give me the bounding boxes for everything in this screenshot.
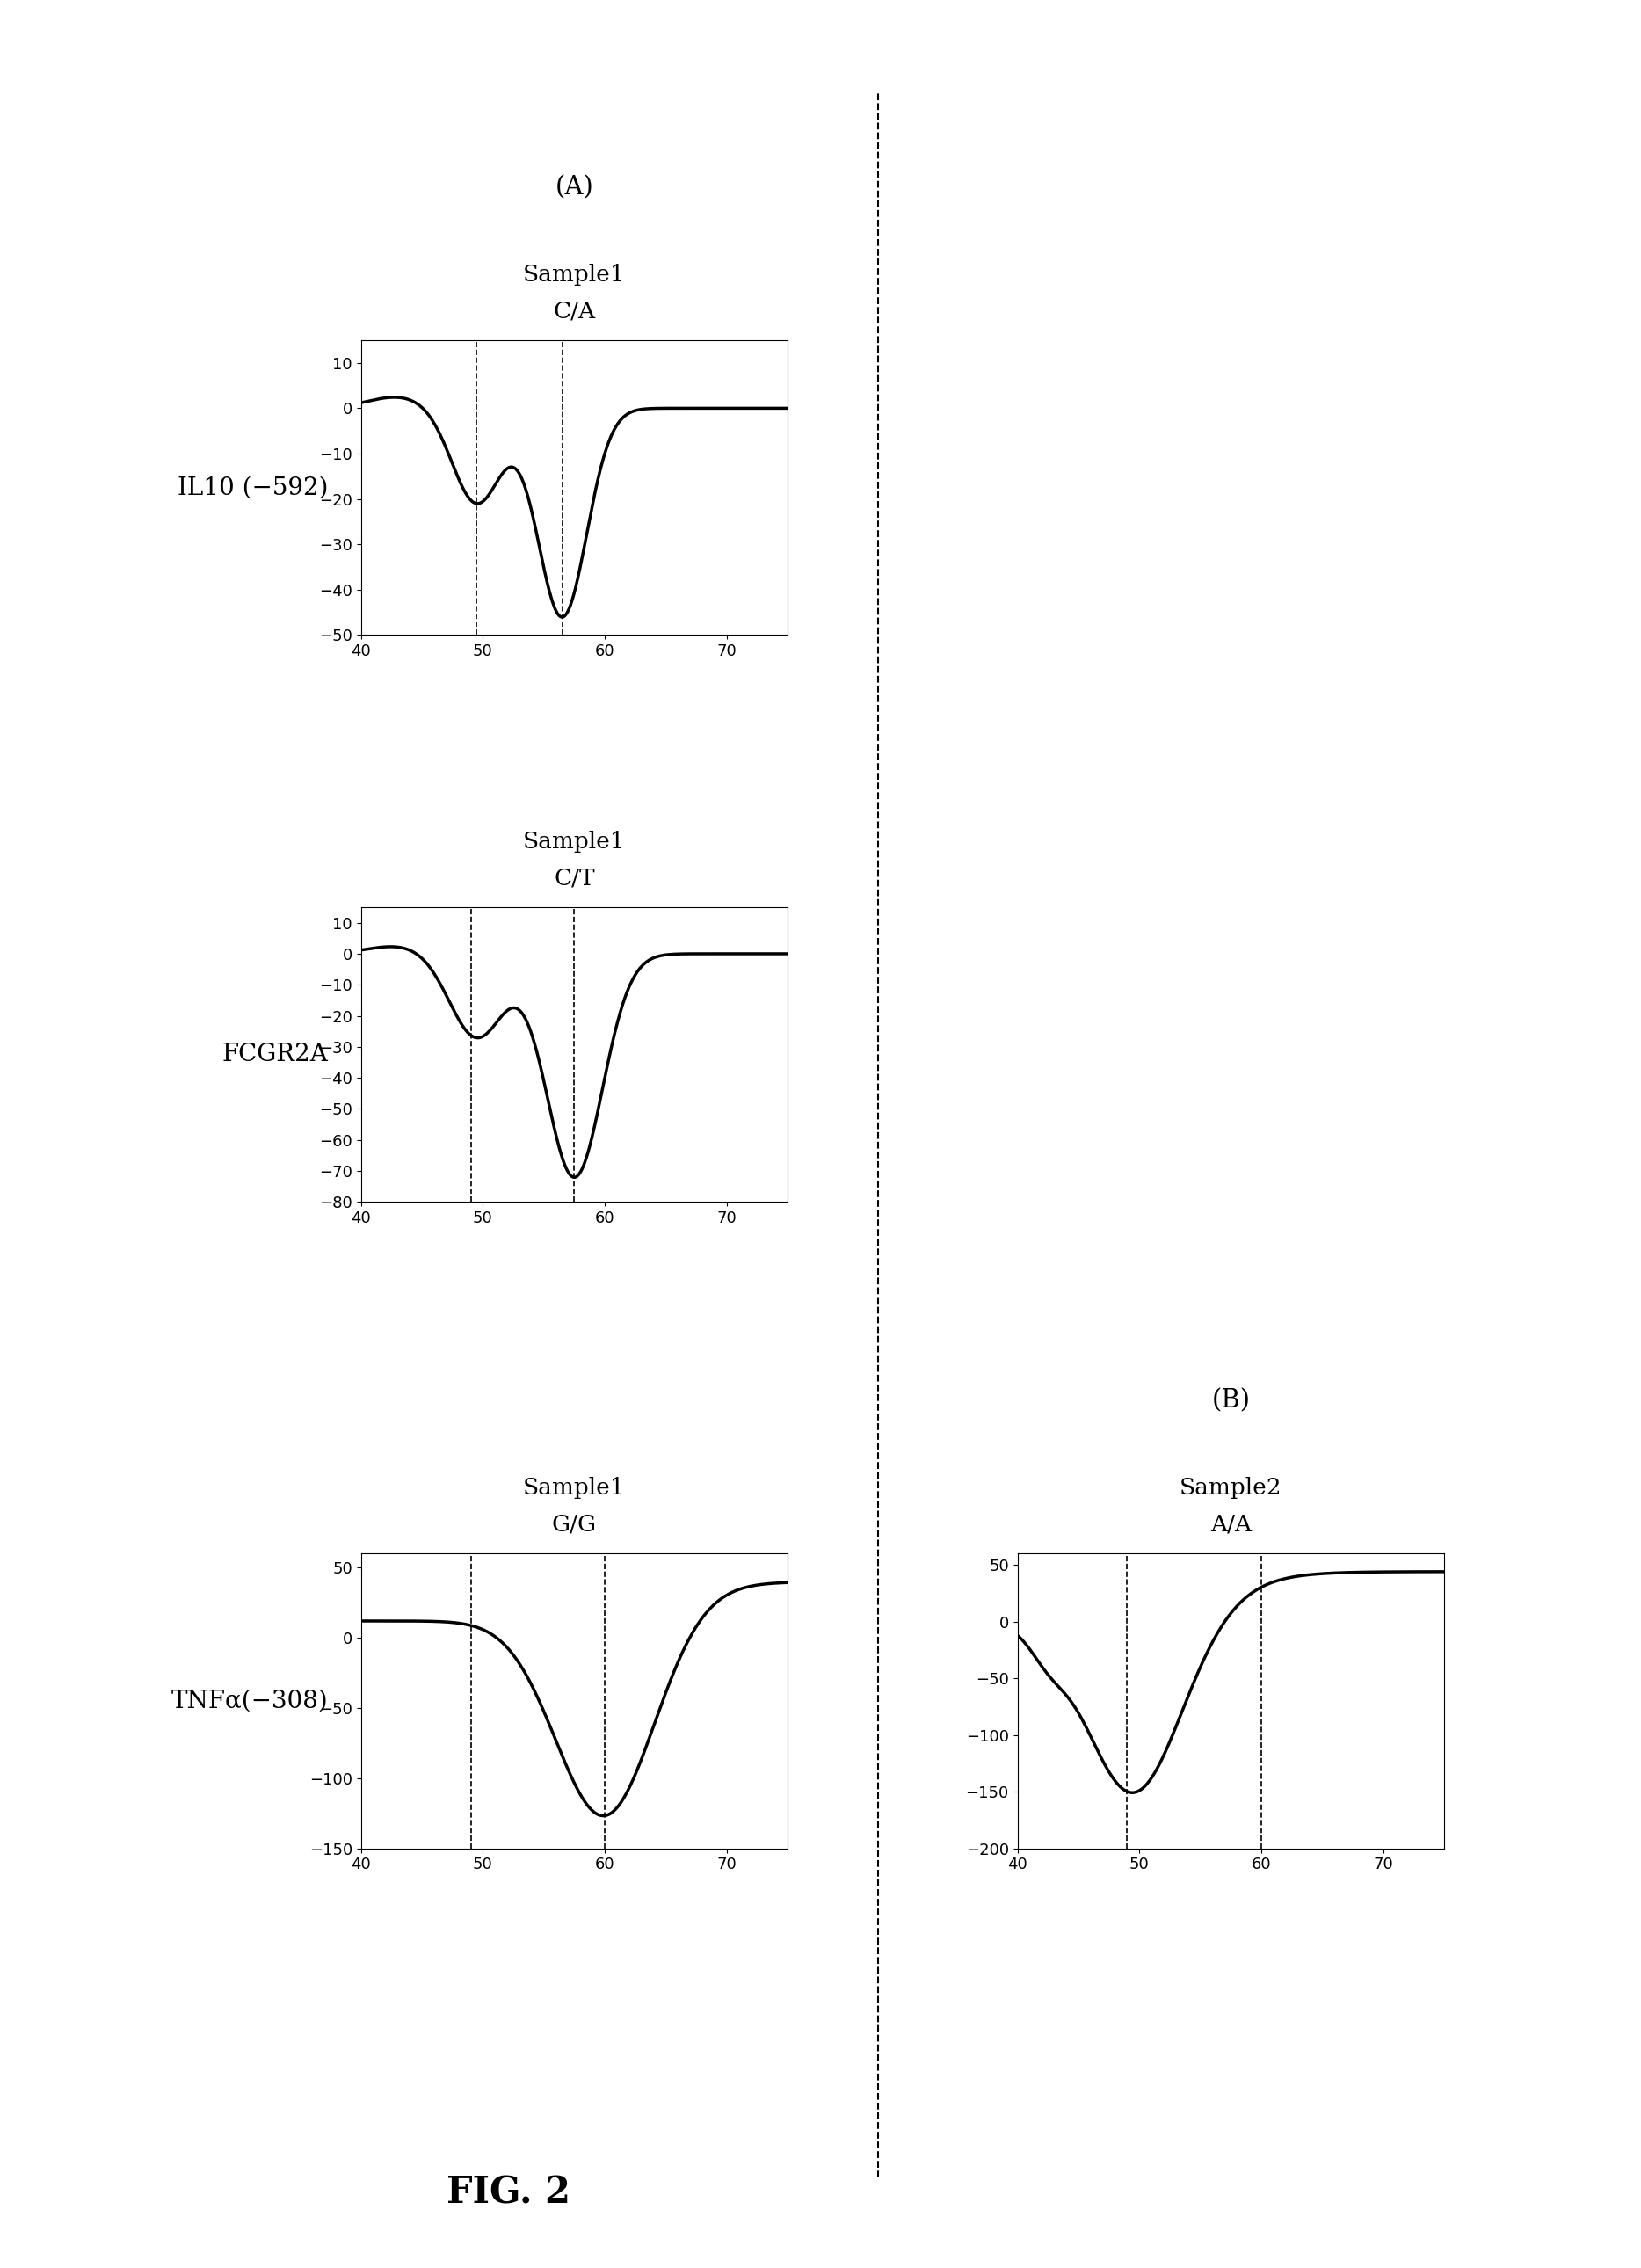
Text: Sample1: Sample1: [523, 830, 625, 853]
Text: (B): (B): [1211, 1388, 1250, 1413]
Text: TNFα(−308): TNFα(−308): [171, 1690, 328, 1712]
Text: (A): (A): [555, 175, 594, 200]
Text: C/A: C/A: [553, 299, 596, 322]
Text: C/T: C/T: [555, 866, 594, 889]
Text: Sample1: Sample1: [523, 263, 625, 286]
Text: IL10 (−592): IL10 (−592): [177, 476, 328, 499]
Text: FIG. 2: FIG. 2: [446, 2175, 571, 2211]
Text: G/G: G/G: [551, 1513, 597, 1535]
Text: A/A: A/A: [1209, 1513, 1252, 1535]
Text: Sample2: Sample2: [1180, 1476, 1282, 1499]
Text: Sample1: Sample1: [523, 1476, 625, 1499]
Text: FCGR2A: FCGR2A: [222, 1043, 328, 1066]
